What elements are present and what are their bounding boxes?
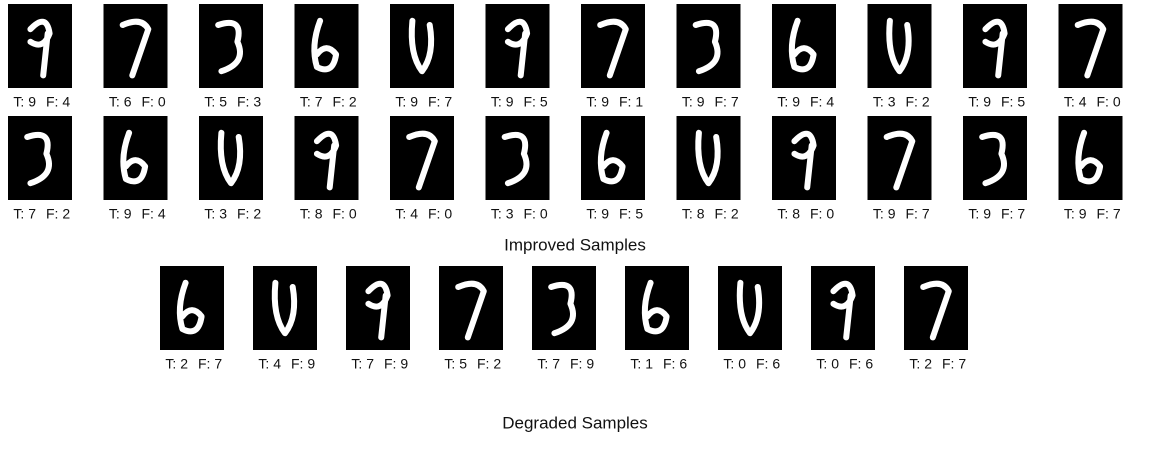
true-label: T: 9: [873, 206, 896, 222]
degraded-caption: Degraded Samples: [502, 413, 648, 432]
true-label: T: 3: [204, 206, 227, 222]
false-label: F: 7: [198, 356, 222, 372]
sample-image: [1059, 4, 1123, 88]
false-label: F: 3: [237, 94, 261, 110]
sample-image: [532, 266, 596, 350]
true-label: T: 8: [682, 206, 705, 222]
false-label: F: 2: [237, 206, 261, 222]
false-label: F: 7: [1097, 206, 1121, 222]
false-label: F: 2: [333, 94, 357, 110]
true-label: T: 5: [204, 94, 227, 110]
sample-image: [104, 4, 168, 88]
false-label: F: 4: [142, 206, 166, 222]
true-label: T: 6: [109, 94, 132, 110]
false-label: F: 0: [1097, 94, 1121, 110]
true-label: T: 9: [586, 206, 609, 222]
false-label: F: 6: [663, 356, 687, 372]
true-label: T: 4: [395, 206, 418, 222]
false-label: F: 0: [810, 206, 834, 222]
true-label: T: 5: [444, 356, 467, 372]
false-label: F: 4: [810, 94, 834, 110]
false-label: F: 5: [524, 94, 548, 110]
sample-image: [199, 116, 263, 200]
true-label: T: 9: [395, 94, 418, 110]
sample-image: [868, 4, 932, 88]
false-label: F: 2: [477, 356, 501, 372]
false-label: F: 6: [756, 356, 780, 372]
false-label: F: 6: [849, 356, 873, 372]
false-label: F: 5: [619, 206, 643, 222]
false-label: F: 1: [619, 94, 643, 110]
sample-image: [677, 116, 741, 200]
sample-image: [439, 266, 503, 350]
figure: Improved Samples Degraded Samples T: 9 F:…: [0, 0, 1151, 444]
false-label: F: 0: [333, 206, 357, 222]
false-label: F: 7: [428, 94, 452, 110]
false-label: F: 2: [906, 94, 930, 110]
false-label: F: 9: [291, 356, 315, 372]
true-label: T: 7: [351, 356, 374, 372]
true-label: T: 9: [968, 206, 991, 222]
false-label: F: 7: [942, 356, 966, 372]
sample-image: [390, 4, 454, 88]
true-label: T: 9: [13, 94, 36, 110]
true-label: T: 3: [873, 94, 896, 110]
true-label: T: 7: [537, 356, 560, 372]
true-label: T: 3: [491, 206, 514, 222]
false-label: F: 9: [570, 356, 594, 372]
false-label: F: 2: [715, 206, 739, 222]
true-label: T: 9: [968, 94, 991, 110]
sample-image: [390, 116, 454, 200]
false-label: F: 9: [384, 356, 408, 372]
sample-image: [963, 116, 1027, 200]
sample-image: [677, 4, 741, 88]
true-label: T: 4: [1064, 94, 1087, 110]
true-label: T: 0: [816, 356, 839, 372]
true-label: T: 0: [723, 356, 746, 372]
true-label: T: 2: [909, 356, 932, 372]
sample-image: [8, 116, 72, 200]
false-label: F: 7: [715, 94, 739, 110]
true-label: T: 9: [109, 206, 132, 222]
true-label: T: 9: [777, 94, 800, 110]
false-label: F: 0: [142, 94, 166, 110]
sample-image: [904, 266, 968, 350]
false-label: F: 5: [1001, 94, 1025, 110]
sample-image: [253, 266, 317, 350]
true-label: T: 1: [630, 356, 653, 372]
true-label: T: 9: [586, 94, 609, 110]
true-label: T: 7: [300, 94, 323, 110]
sample-image: [581, 4, 645, 88]
true-label: T: 8: [300, 206, 323, 222]
sample-image: [199, 4, 263, 88]
false-label: F: 0: [524, 206, 548, 222]
true-label: T: 9: [1064, 206, 1087, 222]
true-label: T: 7: [13, 206, 36, 222]
true-label: T: 2: [165, 356, 188, 372]
true-label: T: 8: [777, 206, 800, 222]
true-label: T: 4: [258, 356, 281, 372]
sample-image: [486, 116, 550, 200]
false-label: F: 0: [428, 206, 452, 222]
false-label: F: 2: [46, 206, 70, 222]
improved-caption: Improved Samples: [504, 235, 646, 254]
true-label: T: 9: [682, 94, 705, 110]
false-label: F: 4: [46, 94, 70, 110]
true-label: T: 9: [491, 94, 514, 110]
false-label: F: 7: [906, 206, 930, 222]
sample-image: [718, 266, 782, 350]
sample-image: [868, 116, 932, 200]
false-label: F: 7: [1001, 206, 1025, 222]
